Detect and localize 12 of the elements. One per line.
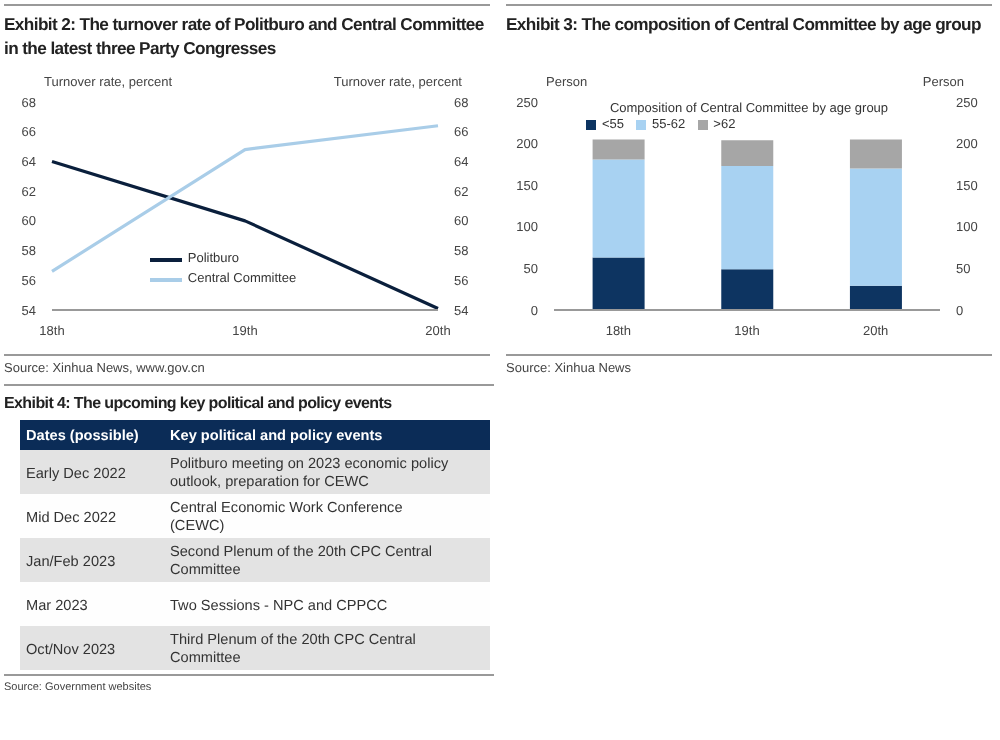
bar — [849, 168, 902, 286]
chart-title: Exhibit 3: The composition of Central Committee by age group — [506, 4, 992, 68]
bar — [592, 159, 645, 258]
bar — [721, 166, 774, 270]
text: Exhibit 4: The upcoming key political and policy events — [4, 384, 494, 416]
chart-title: Exhibit 2: The turnover rate of Politburo and Central Committee in the latest three Party Congresses — [4, 4, 490, 68]
bar — [721, 269, 774, 310]
bar — [721, 140, 774, 167]
bar — [592, 257, 645, 310]
bar — [849, 285, 902, 310]
bar — [849, 139, 902, 169]
bar — [592, 139, 645, 160]
